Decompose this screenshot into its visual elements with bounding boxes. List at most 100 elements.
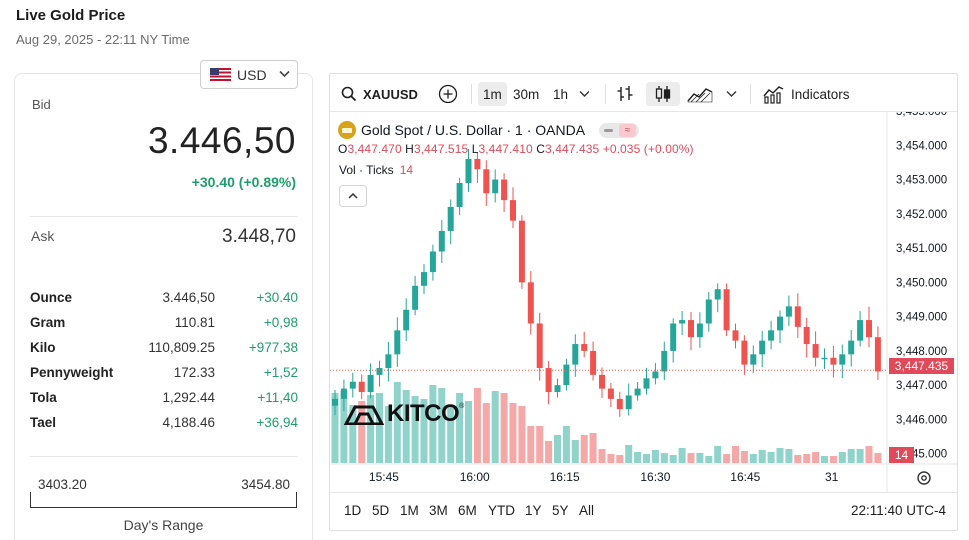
candlestick-icon xyxy=(655,86,671,102)
bar-chart-type-button[interactable] xyxy=(616,82,634,106)
legend-toggle-pill[interactable]: ≈ xyxy=(599,122,640,138)
y-tick-label: 3,451.000 xyxy=(896,243,947,255)
candle-body xyxy=(545,368,552,393)
volume-bar xyxy=(794,455,802,463)
candle-body xyxy=(590,350,597,375)
indicators-button[interactable]: Indicators xyxy=(762,82,850,106)
x-tick-label: 31 xyxy=(825,470,839,484)
candle-body xyxy=(438,230,445,252)
volume-label: Vol · Ticks xyxy=(339,163,394,177)
bid-label: Bid xyxy=(32,97,51,112)
candle-body xyxy=(848,340,855,355)
y-tick-label: 3,454.000 xyxy=(896,140,947,152)
y-tick-label: 3,453.000 xyxy=(896,175,947,187)
unit-name: Kilo xyxy=(30,340,56,355)
unit-change: +36,94 xyxy=(256,415,298,430)
volume-bar xyxy=(482,403,490,463)
candle-body xyxy=(421,272,427,286)
candle-body xyxy=(643,378,650,389)
volume-bar xyxy=(838,452,846,463)
volume-bar xyxy=(500,393,508,463)
volume-bar xyxy=(331,393,339,463)
area-chart-type-button[interactable] xyxy=(687,82,713,106)
candle-body xyxy=(412,285,419,310)
range-5d[interactable]: 5D xyxy=(372,503,390,518)
candle-body xyxy=(403,309,410,331)
candle-body xyxy=(376,368,383,375)
chart-toolbar: XAUUSD 1m 30m 1h Indicators xyxy=(330,74,957,112)
volume-tag: 14 xyxy=(889,447,914,463)
chart-legend: Gold Spot / U.S. Dollar · 1 · OANDA ≈ xyxy=(338,121,640,139)
collapse-legend-button[interactable] xyxy=(339,185,367,207)
interval-1m[interactable]: 1m xyxy=(478,82,507,106)
volume-bar xyxy=(598,449,606,463)
range-bar xyxy=(330,492,957,530)
chart-settings-icon[interactable] xyxy=(916,470,932,486)
volume-bar xyxy=(411,396,419,463)
volume-bar xyxy=(714,446,722,463)
compare-symbol-button[interactable] xyxy=(438,82,458,106)
candle-body xyxy=(732,330,739,341)
volume-bar xyxy=(669,455,677,463)
unit-row-tola: Tola 1,292.44 +11,40 xyxy=(30,390,298,415)
symbol-search-button[interactable]: XAUUSD xyxy=(341,82,418,106)
toolbar-separator xyxy=(605,84,606,104)
unit-price: 4,188.46 xyxy=(162,415,215,430)
volume-bar xyxy=(865,446,873,463)
volume-bar xyxy=(749,454,757,463)
interval-dropdown[interactable] xyxy=(579,82,590,106)
open-value: 3,447.470 xyxy=(347,142,402,156)
chart-type-dropdown[interactable] xyxy=(726,82,737,106)
volume-bar xyxy=(740,451,748,463)
toolbar-separator xyxy=(471,84,472,104)
candle-body xyxy=(625,395,632,410)
unit-name: Ounce xyxy=(30,290,73,305)
candle-body xyxy=(785,306,792,317)
unit-change: +0,98 xyxy=(263,315,298,330)
range-5y[interactable]: 5Y xyxy=(552,503,569,518)
candle-body xyxy=(581,344,588,351)
area-chart-icon xyxy=(687,88,713,103)
volume-bar xyxy=(874,453,882,463)
volume-bar xyxy=(847,449,855,463)
volume-bar xyxy=(625,445,633,463)
range-1d[interactable]: 1D xyxy=(344,503,362,518)
currency-select[interactable]: USD xyxy=(200,60,298,89)
days-range-high: 3454.80 xyxy=(241,477,290,492)
candle-body xyxy=(456,182,463,207)
high-value: 3,447.515 xyxy=(413,142,469,156)
indicators-icon xyxy=(763,86,784,104)
volume-bar xyxy=(580,435,588,463)
open-label: O xyxy=(338,142,348,156)
candle-body xyxy=(670,323,677,351)
interval-1h[interactable]: 1h xyxy=(553,86,569,102)
range-1y[interactable]: 1Y xyxy=(525,503,542,518)
volume-bar xyxy=(456,393,464,463)
candles-chart-type-button[interactable] xyxy=(646,82,680,106)
candle-body xyxy=(429,251,436,273)
candle-body xyxy=(866,320,872,338)
range-3m[interactable]: 3M xyxy=(429,503,448,518)
candle-body xyxy=(874,337,881,372)
range-all[interactable]: All xyxy=(579,503,595,518)
candle-body xyxy=(705,299,712,324)
volume-bar xyxy=(812,452,820,463)
volume-bar xyxy=(402,390,410,463)
range-6m[interactable]: 6M xyxy=(458,503,477,518)
candle-body xyxy=(777,316,783,331)
range-ytd[interactable]: YTD xyxy=(488,503,515,518)
us-flag-icon xyxy=(210,68,231,81)
volume-bar xyxy=(429,385,437,463)
price-chart[interactable]: 3,455.000 3,454.000 3,453.000 3,452.000 3,45… xyxy=(330,112,957,492)
watermark-text: KITCO xyxy=(387,400,460,427)
volume-bar xyxy=(376,393,383,463)
range-1m[interactable]: 1M xyxy=(400,503,419,518)
candle-body xyxy=(358,381,365,393)
y-tick-label: 3,446.000 xyxy=(896,414,947,426)
last-price-tag: 3,447.435 xyxy=(889,358,954,374)
volume-bar xyxy=(349,405,357,463)
interval-30m[interactable]: 30m xyxy=(513,86,540,102)
candle-body xyxy=(696,323,703,338)
unit-change: +977,38 xyxy=(248,340,298,355)
y-tick-label: 3,452.000 xyxy=(896,209,947,221)
